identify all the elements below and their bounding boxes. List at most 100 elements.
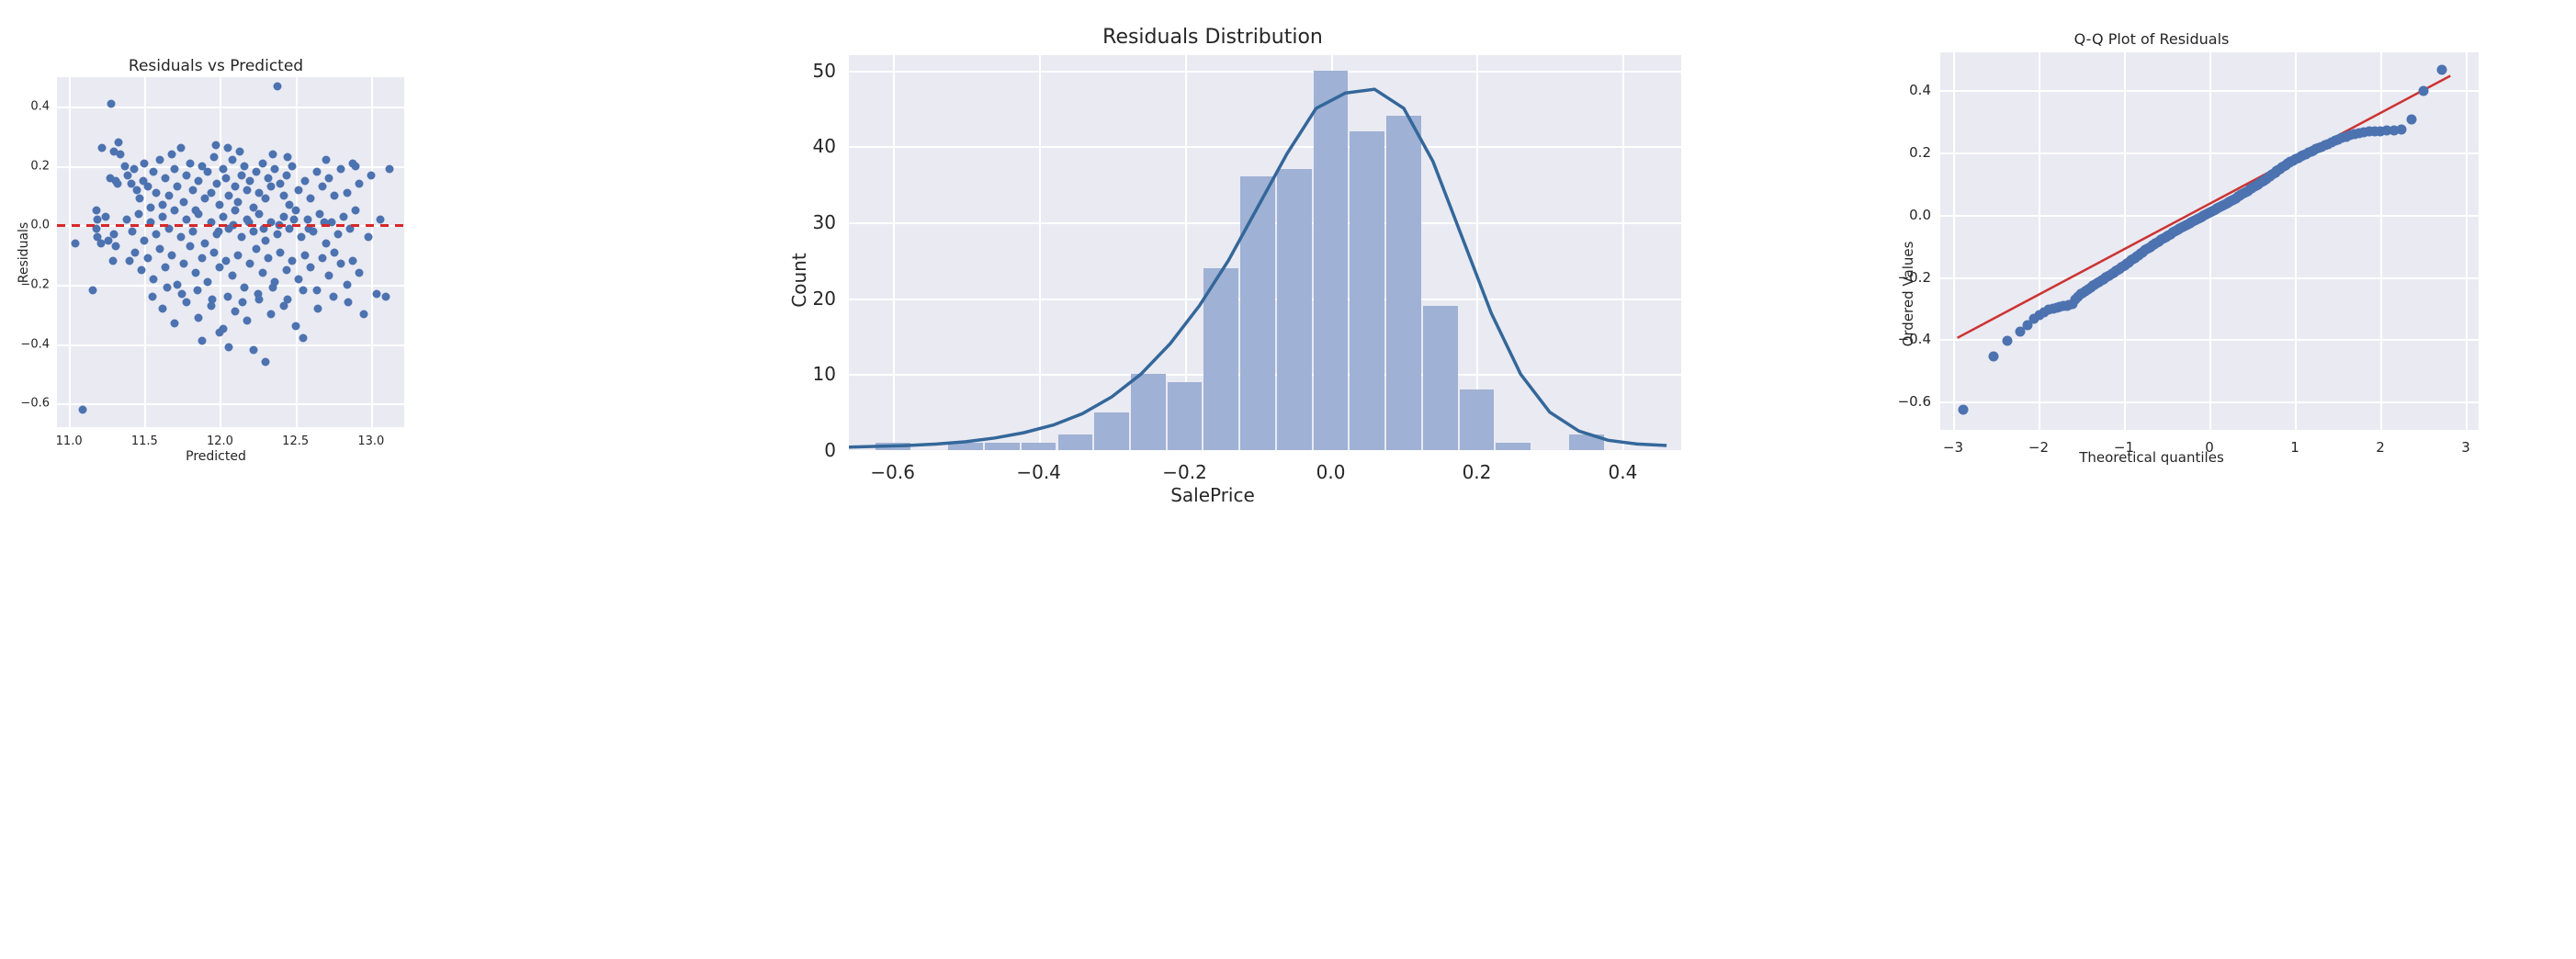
scatter-point — [355, 179, 364, 188]
scatter-point — [108, 256, 118, 265]
panel-qq-plot: Q-Q Plot of Residuals 0.4 0.2 0.0 −0.2 −0.4 −… — [1727, 0, 2576, 959]
x-tick-label: 12.5 — [282, 434, 310, 448]
scatter-point — [161, 174, 170, 183]
scatter-point — [101, 212, 110, 221]
qq-point — [2002, 335, 2013, 346]
scatter-point — [188, 227, 198, 236]
y-tick-label: 0 — [824, 439, 836, 461]
scatter-point — [134, 209, 143, 219]
panel1-title: Residuals vs Predicted — [128, 57, 304, 75]
qq-point — [2067, 299, 2078, 310]
scatter-point — [372, 289, 381, 299]
scatter-point — [224, 224, 233, 233]
histogram-bar — [948, 442, 984, 450]
x-tick-label: 0.4 — [1608, 461, 1638, 483]
scatter-point — [167, 251, 176, 260]
scatter-point — [252, 244, 261, 254]
scatter-point — [249, 203, 258, 212]
scatter-point — [228, 271, 237, 280]
y-tick-label: −0.2 — [1897, 268, 1931, 286]
gridline-vertical — [1622, 55, 1625, 450]
scatter-point — [249, 345, 258, 355]
histogram-bar — [1313, 70, 1349, 450]
scatter-point — [299, 286, 308, 295]
gridline-vertical — [2209, 52, 2211, 430]
scatter-point — [191, 268, 200, 277]
histogram-bar — [1568, 434, 1604, 450]
scatter-point — [324, 174, 333, 183]
scatter-point — [106, 174, 115, 183]
scatter-point — [116, 150, 125, 159]
scatter-point — [97, 143, 107, 152]
scatter-point — [264, 174, 273, 183]
scatter-point — [194, 313, 203, 322]
panel2-x-axis-label: SalePrice — [1170, 484, 1255, 506]
scatter-point — [299, 333, 308, 343]
scatter-point — [143, 254, 153, 263]
scatter-point — [194, 209, 203, 219]
scatter-point — [186, 159, 195, 168]
scatter-point — [268, 283, 277, 292]
scatter-point — [261, 194, 270, 203]
scatter-point — [285, 200, 294, 209]
qq-point — [2034, 310, 2045, 321]
histogram-bar — [1350, 130, 1385, 450]
scatter-point — [276, 179, 285, 188]
x-tick-label: 13.0 — [357, 434, 385, 448]
panel2-plot-area — [849, 55, 1681, 450]
scatter-point — [92, 206, 101, 215]
scatter-point — [376, 215, 385, 224]
histogram-bar — [1459, 389, 1495, 450]
scatter-point — [270, 164, 279, 174]
scatter-point — [351, 162, 360, 171]
gridline-vertical — [370, 77, 373, 427]
kde-curve — [849, 87, 1667, 449]
scatter-point — [177, 289, 186, 299]
scatter-point — [233, 251, 243, 260]
scatter-point — [333, 230, 343, 239]
scatter-point — [223, 292, 232, 301]
scatter-point — [312, 286, 322, 295]
qq-point — [2364, 126, 2375, 137]
scatter-point — [289, 215, 299, 224]
scatter-point — [303, 215, 312, 224]
scatter-point — [215, 263, 224, 272]
scatter-point — [176, 143, 186, 152]
scatter-point — [240, 162, 249, 171]
scatter-point — [215, 328, 224, 337]
scatter-point — [291, 206, 300, 215]
scatter-point — [245, 176, 254, 186]
scatter-point — [261, 236, 270, 245]
gridline-horizontal — [849, 70, 1681, 73]
scatter-point — [237, 232, 245, 242]
scatter-point — [207, 301, 216, 310]
gridline-horizontal — [849, 146, 1681, 149]
histogram-bar — [1386, 116, 1421, 450]
histogram-bar — [985, 442, 1020, 450]
gridline-vertical — [2038, 52, 2040, 430]
histogram-bar — [1496, 442, 1531, 450]
scatter-point — [209, 152, 219, 162]
gridline-vertical — [2380, 52, 2383, 430]
gridline-vertical — [2295, 52, 2298, 430]
scatter-point — [313, 304, 322, 313]
qq-point — [2028, 313, 2039, 324]
scatter-point — [207, 218, 216, 227]
scatter-point — [254, 209, 264, 219]
scatter-point — [170, 206, 179, 215]
scatter-point — [96, 239, 106, 248]
y-tick-label: 0.2 — [1909, 143, 1931, 161]
scatter-point — [351, 206, 360, 215]
scatter-point — [231, 206, 240, 215]
qq-point — [2406, 114, 2417, 125]
scatter-point — [203, 167, 212, 176]
panel-residuals-distribution: Residuals Distribution 0 10 20 30 40 50 −0.6 −… — [698, 0, 1727, 959]
scatter-point — [155, 155, 164, 164]
scatter-point — [258, 159, 266, 168]
x-tick-label: 11.0 — [55, 434, 83, 448]
y-tick-label: 0.0 — [1909, 206, 1931, 223]
scatter-point — [158, 212, 167, 221]
x-tick-label: 0 — [2205, 439, 2214, 456]
scatter-point — [264, 254, 273, 263]
